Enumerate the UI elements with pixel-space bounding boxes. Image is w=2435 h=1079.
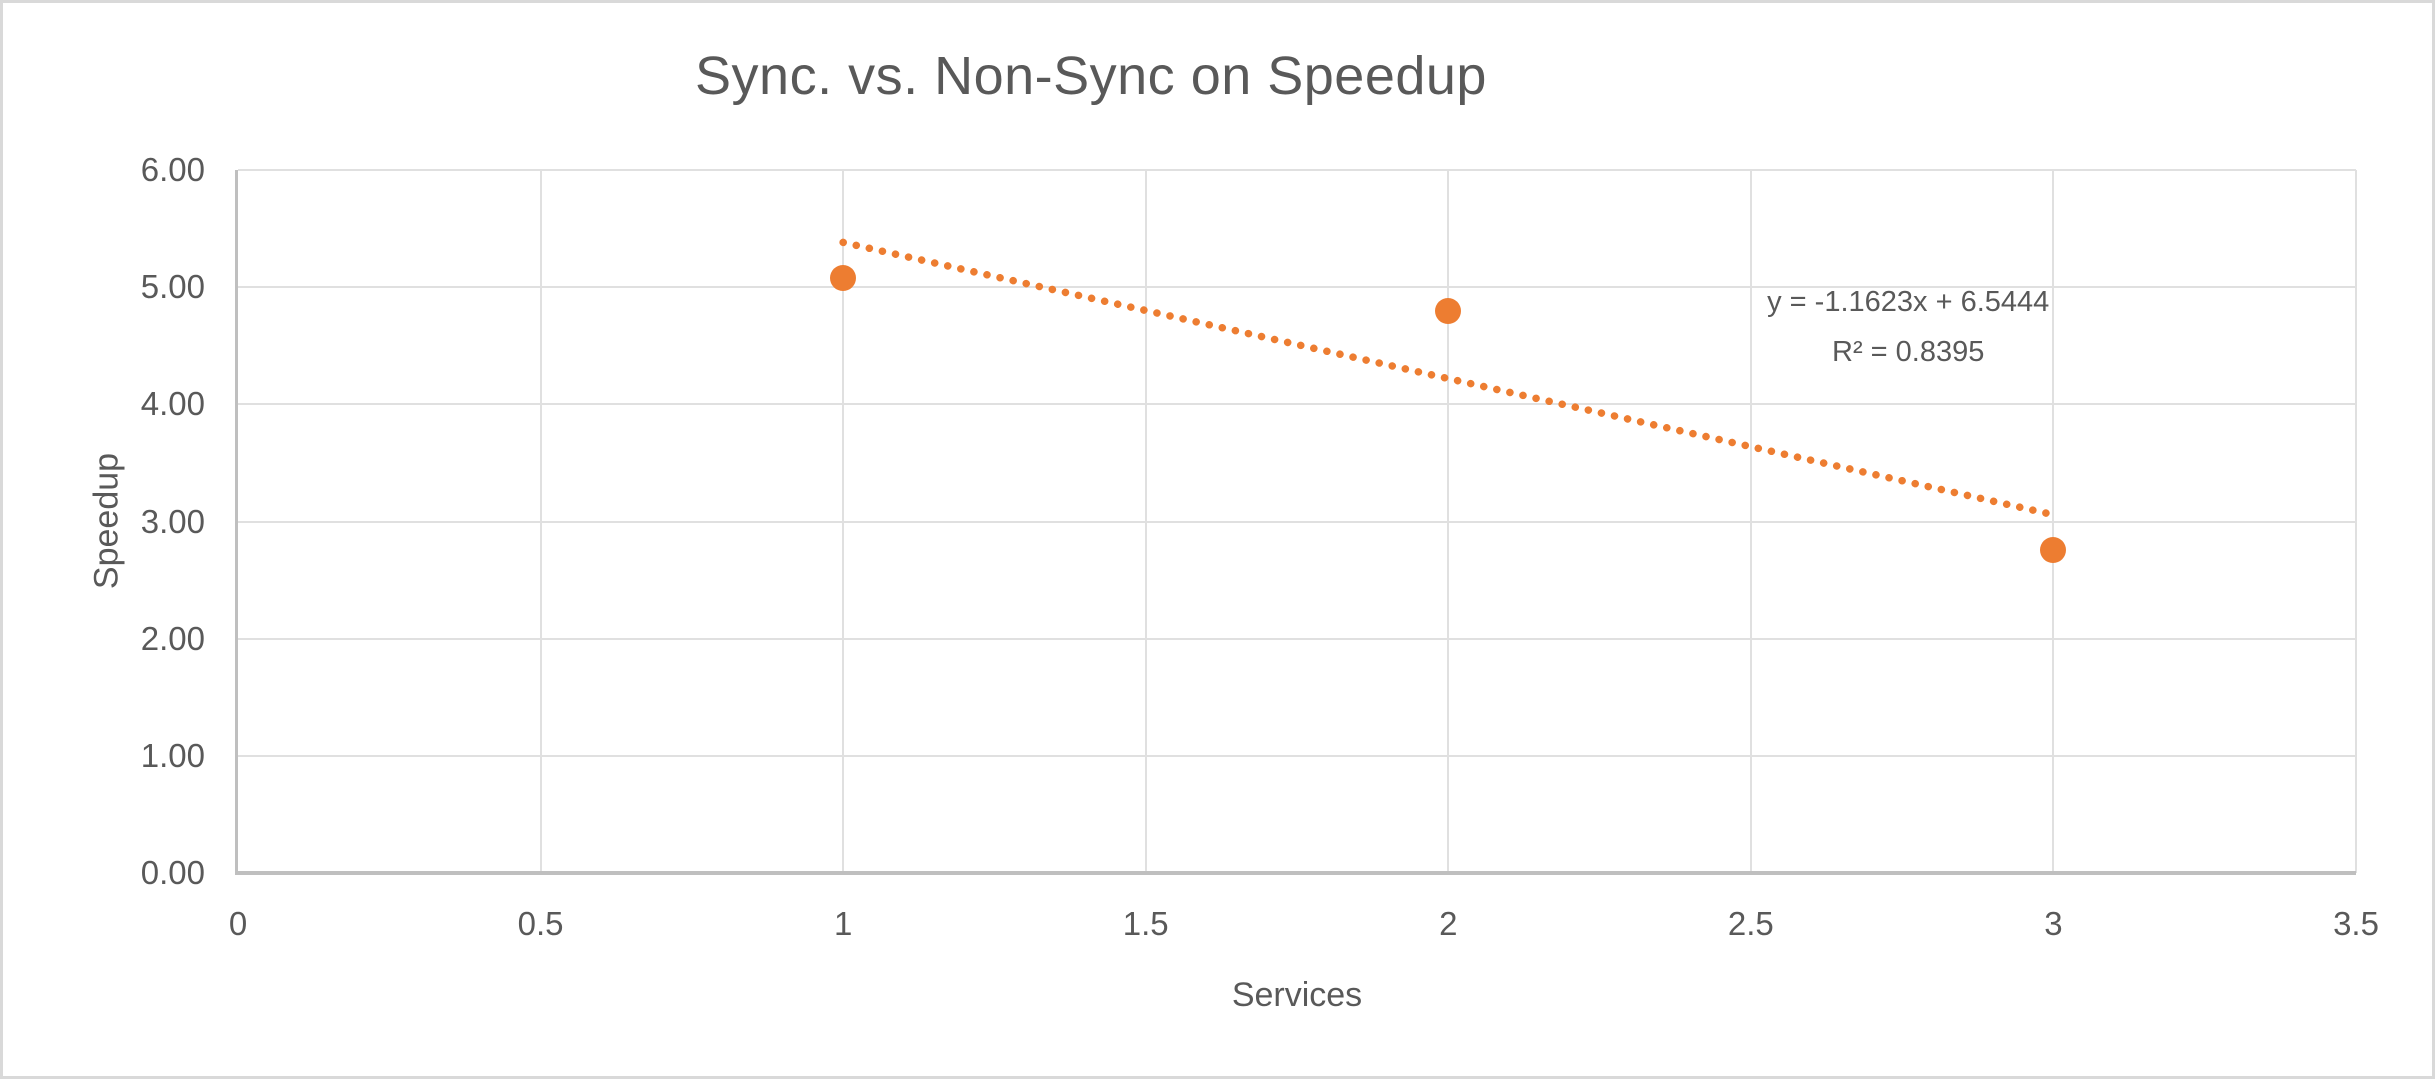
trendline-r-squared: R² = 0.8395 [1832, 336, 1985, 368]
horizontal-gridline [238, 286, 2356, 289]
x-axis-tick-label: 2.5 [1727, 905, 1774, 942]
x-axis-ticks: 0 0.5 1 1.5 2 2.5 3 3.5 [229, 905, 2379, 946]
data-point-marker [830, 264, 857, 291]
chart-title: Sync. vs. Non-Sync on Speedup [695, 46, 1487, 106]
y-axis-line [235, 170, 238, 875]
horizontal-gridline [238, 403, 2356, 406]
trendline-layer [839, 238, 2058, 519]
y-axis-tick-label: 6.00 [140, 151, 205, 188]
y-axis-tick-label: 3.00 [140, 502, 205, 540]
y-axis-tick-label: 0.00 [140, 854, 205, 891]
y-axis-tick-label: 1.00 [140, 736, 205, 774]
x-axis-tick-label: 1 [833, 905, 853, 942]
y-axis-tick-label: 5.00 [140, 268, 205, 306]
x-axis-tick-label: 0 [228, 905, 248, 942]
y-axis-tick-label: 2.00 [140, 619, 205, 657]
y-axis-tick-label: 4.00 [140, 385, 205, 423]
data-point-marker [2040, 536, 2067, 563]
trendline-equation: y = -1.1623x + 6.5444 [1767, 286, 2050, 318]
horizontal-gridline [238, 754, 2356, 757]
x-axis-title: Services [1231, 976, 1363, 1014]
x-axis-tick-label: 2 [1439, 905, 1458, 942]
x-axis-tick-label: 3.5 [2333, 905, 2379, 942]
plot-area: y = -1.1623x + 6.5444 R² = 0.8395 [235, 169, 2357, 875]
horizontal-gridline [238, 520, 2356, 523]
x-axis-tick-label: 0.5 [517, 905, 564, 942]
horizontal-gridline [238, 169, 2356, 171]
vertical-gridline [2355, 170, 2357, 873]
trendline [839, 238, 2058, 519]
y-axis-ticks: 0.00 1.00 2.00 3.00 4.00 5.00 6.00 [3, 152, 205, 891]
x-axis-tick-label: 1.5 [1122, 905, 1169, 942]
x-axis-line [235, 871, 2356, 875]
horizontal-gridline [238, 637, 2356, 640]
x-axis-tick-label: 3 [2044, 905, 2063, 942]
trendline-label: y = -1.1623x + 6.5444 R² = 0.8395 [1767, 277, 2049, 377]
data-point-marker [1435, 297, 1462, 324]
